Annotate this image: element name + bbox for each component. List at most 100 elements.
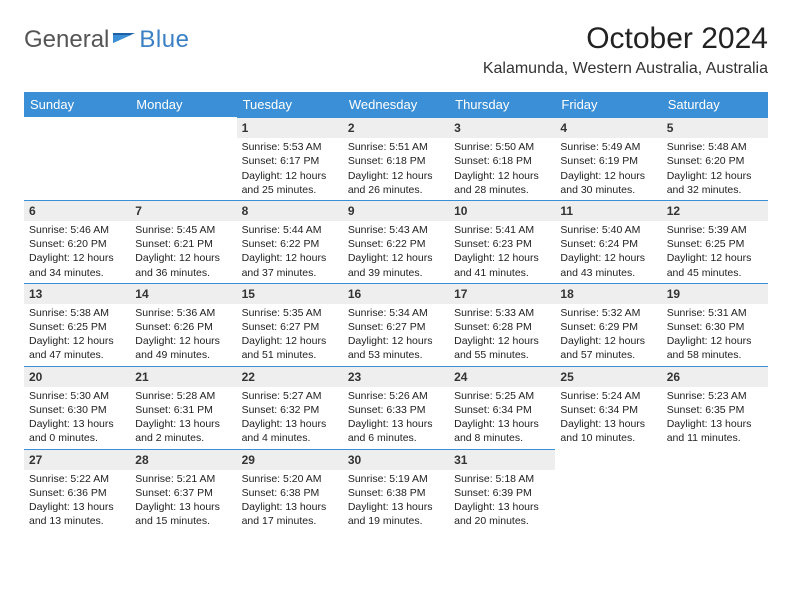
page-header: General Blue October 2024 Kalamunda, Wes… xyxy=(24,22,768,78)
daylight-text: Daylight: 12 hours xyxy=(348,251,444,265)
daylight-text: Daylight: 12 hours xyxy=(242,334,338,348)
sunrise-text: Sunrise: 5:39 AM xyxy=(667,223,763,237)
daylight-text: Daylight: 12 hours xyxy=(560,251,656,265)
calendar-cell: 14Sunrise: 5:36 AMSunset: 6:26 PMDayligh… xyxy=(130,283,236,366)
daylight-text: Daylight: 12 hours xyxy=(242,169,338,183)
daylight-text: Daylight: 13 hours xyxy=(667,417,763,431)
day-number: 21 xyxy=(130,366,236,387)
day-header: Thursday xyxy=(449,92,555,117)
sunset-text: Sunset: 6:33 PM xyxy=(348,403,444,417)
daylight-text: Daylight: 12 hours xyxy=(242,251,338,265)
calendar-cell: 19Sunrise: 5:31 AMSunset: 6:30 PMDayligh… xyxy=(662,283,768,366)
day-number: 29 xyxy=(237,449,343,470)
daylight-text: and 41 minutes. xyxy=(454,266,550,280)
sunset-text: Sunset: 6:25 PM xyxy=(29,320,125,334)
day-number: 23 xyxy=(343,366,449,387)
daylight-text: Daylight: 12 hours xyxy=(667,251,763,265)
day-info: Sunrise: 5:53 AMSunset: 6:17 PMDaylight:… xyxy=(237,138,343,200)
day-number: 15 xyxy=(237,283,343,304)
brand-logo: General Blue xyxy=(24,26,189,54)
daylight-text: and 2 minutes. xyxy=(135,431,231,445)
sunrise-text: Sunrise: 5:43 AM xyxy=(348,223,444,237)
day-header: Sunday xyxy=(24,92,130,117)
sunrise-text: Sunrise: 5:33 AM xyxy=(454,306,550,320)
daylight-text: Daylight: 12 hours xyxy=(29,334,125,348)
calendar-table: SundayMondayTuesdayWednesdayThursdayFrid… xyxy=(24,92,768,531)
day-number: 12 xyxy=(662,200,768,221)
day-number: 13 xyxy=(24,283,130,304)
sunset-text: Sunset: 6:39 PM xyxy=(454,486,550,500)
sunrise-text: Sunrise: 5:27 AM xyxy=(242,389,338,403)
calendar-body: 1Sunrise: 5:53 AMSunset: 6:17 PMDaylight… xyxy=(24,117,768,531)
day-number: 30 xyxy=(343,449,449,470)
day-number: 18 xyxy=(555,283,661,304)
sunset-text: Sunset: 6:18 PM xyxy=(454,154,550,168)
daylight-text: Daylight: 12 hours xyxy=(29,251,125,265)
sunrise-text: Sunrise: 5:45 AM xyxy=(135,223,231,237)
daylight-text: and 53 minutes. xyxy=(348,348,444,362)
sunset-text: Sunset: 6:18 PM xyxy=(348,154,444,168)
sunrise-text: Sunrise: 5:35 AM xyxy=(242,306,338,320)
sunset-text: Sunset: 6:35 PM xyxy=(667,403,763,417)
day-info: Sunrise: 5:43 AMSunset: 6:22 PMDaylight:… xyxy=(343,221,449,283)
sunrise-text: Sunrise: 5:38 AM xyxy=(29,306,125,320)
day-number: 28 xyxy=(130,449,236,470)
calendar-cell: 24Sunrise: 5:25 AMSunset: 6:34 PMDayligh… xyxy=(449,366,555,449)
sunset-text: Sunset: 6:37 PM xyxy=(135,486,231,500)
sunrise-text: Sunrise: 5:46 AM xyxy=(29,223,125,237)
calendar-cell: 20Sunrise: 5:30 AMSunset: 6:30 PMDayligh… xyxy=(24,366,130,449)
sunrise-text: Sunrise: 5:19 AM xyxy=(348,472,444,486)
daylight-text: and 55 minutes. xyxy=(454,348,550,362)
brand-flag-icon xyxy=(113,29,135,52)
daylight-text: Daylight: 13 hours xyxy=(560,417,656,431)
sunrise-text: Sunrise: 5:23 AM xyxy=(667,389,763,403)
calendar-week-row: 6Sunrise: 5:46 AMSunset: 6:20 PMDaylight… xyxy=(24,200,768,283)
sunrise-text: Sunrise: 5:18 AM xyxy=(454,472,550,486)
daylight-text: and 34 minutes. xyxy=(29,266,125,280)
day-info: Sunrise: 5:38 AMSunset: 6:25 PMDaylight:… xyxy=(24,304,130,366)
daylight-text: and 49 minutes. xyxy=(135,348,231,362)
day-info: Sunrise: 5:32 AMSunset: 6:29 PMDaylight:… xyxy=(555,304,661,366)
day-info: Sunrise: 5:40 AMSunset: 6:24 PMDaylight:… xyxy=(555,221,661,283)
sunset-text: Sunset: 6:30 PM xyxy=(667,320,763,334)
calendar-cell: 22Sunrise: 5:27 AMSunset: 6:32 PMDayligh… xyxy=(237,366,343,449)
day-info: Sunrise: 5:24 AMSunset: 6:34 PMDaylight:… xyxy=(555,387,661,449)
sunset-text: Sunset: 6:36 PM xyxy=(29,486,125,500)
day-info: Sunrise: 5:19 AMSunset: 6:38 PMDaylight:… xyxy=(343,470,449,532)
day-number: 20 xyxy=(24,366,130,387)
day-number: 8 xyxy=(237,200,343,221)
daylight-text: Daylight: 12 hours xyxy=(454,169,550,183)
day-number: 3 xyxy=(449,117,555,138)
daylight-text: Daylight: 13 hours xyxy=(29,500,125,514)
daylight-text: and 11 minutes. xyxy=(667,431,763,445)
sunset-text: Sunset: 6:23 PM xyxy=(454,237,550,251)
calendar-cell: 13Sunrise: 5:38 AMSunset: 6:25 PMDayligh… xyxy=(24,283,130,366)
daylight-text: and 37 minutes. xyxy=(242,266,338,280)
sunset-text: Sunset: 6:21 PM xyxy=(135,237,231,251)
daylight-text: and 20 minutes. xyxy=(454,514,550,528)
calendar-cell: 26Sunrise: 5:23 AMSunset: 6:35 PMDayligh… xyxy=(662,366,768,449)
daylight-text: Daylight: 12 hours xyxy=(135,251,231,265)
daylight-text: and 19 minutes. xyxy=(348,514,444,528)
sunset-text: Sunset: 6:32 PM xyxy=(242,403,338,417)
day-info: Sunrise: 5:50 AMSunset: 6:18 PMDaylight:… xyxy=(449,138,555,200)
calendar-cell: 21Sunrise: 5:28 AMSunset: 6:31 PMDayligh… xyxy=(130,366,236,449)
brand-text-b: Blue xyxy=(139,26,189,54)
daylight-text: and 32 minutes. xyxy=(667,183,763,197)
daylight-text: Daylight: 13 hours xyxy=(135,500,231,514)
sunrise-text: Sunrise: 5:50 AM xyxy=(454,140,550,154)
day-info: Sunrise: 5:31 AMSunset: 6:30 PMDaylight:… xyxy=(662,304,768,366)
daylight-text: and 58 minutes. xyxy=(667,348,763,362)
calendar-cell: 28Sunrise: 5:21 AMSunset: 6:37 PMDayligh… xyxy=(130,449,236,532)
sunrise-text: Sunrise: 5:22 AM xyxy=(29,472,125,486)
calendar-cell: 8Sunrise: 5:44 AMSunset: 6:22 PMDaylight… xyxy=(237,200,343,283)
sunrise-text: Sunrise: 5:24 AM xyxy=(560,389,656,403)
day-info: Sunrise: 5:49 AMSunset: 6:19 PMDaylight:… xyxy=(555,138,661,200)
calendar-cell xyxy=(555,449,661,532)
daylight-text: and 28 minutes. xyxy=(454,183,550,197)
daylight-text: and 6 minutes. xyxy=(348,431,444,445)
sunset-text: Sunset: 6:22 PM xyxy=(242,237,338,251)
calendar-cell: 4Sunrise: 5:49 AMSunset: 6:19 PMDaylight… xyxy=(555,117,661,200)
sunrise-text: Sunrise: 5:51 AM xyxy=(348,140,444,154)
daylight-text: and 25 minutes. xyxy=(242,183,338,197)
